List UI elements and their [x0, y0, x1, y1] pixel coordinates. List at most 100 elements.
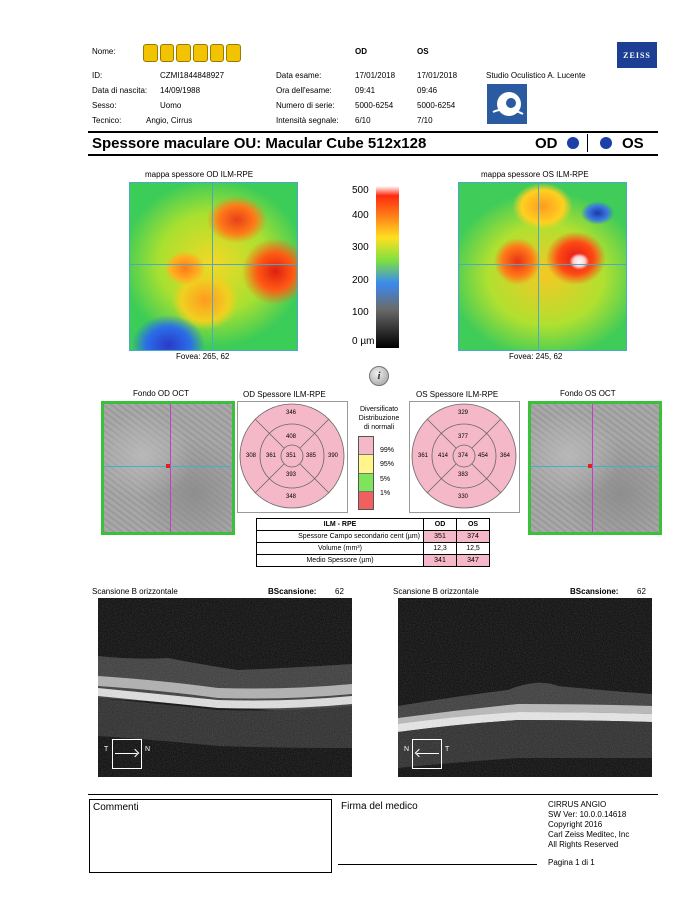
serial-label: Numero di serie: — [276, 101, 335, 110]
norms-legend — [358, 436, 374, 510]
os-exam-time: 09:46 — [417, 86, 438, 95]
table-row: Volume (mm³) 12,3 12,5 — [256, 542, 490, 555]
left-bscan-value: 62 — [335, 587, 344, 596]
os-etdrs-grid — [411, 403, 517, 509]
right-bscan-value: 62 — [637, 587, 646, 596]
os-center: 374 — [458, 453, 469, 459]
od-outer-inferior: 348 — [286, 494, 297, 500]
left-bscan-label: BScansione: — [268, 587, 317, 596]
thickness-color-scale — [376, 186, 399, 348]
od-signal: 6/10 — [355, 116, 371, 125]
od-map-title: mappa spessore OD ILM-RPE — [145, 170, 254, 179]
scale-label-200: 200 — [352, 275, 369, 286]
technician-label: Tecnico: — [92, 116, 122, 125]
os-map-title: mappa spessore OS ILM-RPE — [481, 170, 589, 179]
od-etdrs-grid — [239, 403, 345, 509]
norms-title: Diversificato Distribuzione di normali — [358, 406, 400, 431]
os-column-header: OS — [417, 47, 429, 56]
norms-label-5: 5% — [380, 476, 391, 483]
od-etdrs-title: OD Spessore ILM-RPE — [243, 390, 326, 399]
left-bscan-title: Scansione B orizzontale — [92, 587, 178, 596]
ilm-rpe-table: ILM - RPE OD OS Spessore Campo secondari… — [256, 518, 490, 567]
od-exam-time: 09:41 — [355, 86, 376, 95]
od-center: 351 — [286, 453, 297, 459]
table-cell-os: 12,5 — [456, 542, 490, 555]
exam-time-label: Ora dell'esame: — [276, 86, 332, 95]
table-header-cell: ILM - RPE — [256, 518, 424, 531]
name-label: Nome: — [92, 47, 116, 56]
right-bscan-orientation-icon — [412, 739, 442, 769]
od-outer-temporal: 308 — [246, 453, 257, 459]
os-inner-nasal: 414 — [438, 453, 449, 459]
table-row: Medio Spessore (µm) 341 347 — [256, 554, 490, 567]
right-bscan-title: Scansione B orizzontale — [393, 587, 479, 596]
eye-divider — [587, 134, 588, 152]
table-row-label: Spessore Campo secondario cent (µm) — [256, 530, 424, 543]
table-row: Spessore Campo secondario cent (µm) 351 … — [256, 530, 490, 543]
od-serial: 5000-6254 — [355, 101, 394, 110]
title-rule-top — [88, 131, 658, 133]
right-bscan-dir-left: N — [404, 746, 410, 753]
od-outer-nasal: 390 — [328, 453, 339, 459]
company: Carl Zeiss Meditec, Inc — [548, 830, 630, 839]
od-inner-nasal: 385 — [306, 453, 317, 459]
os-etdrs-title: OS Spessore ILM-RPE — [416, 390, 499, 399]
od-eye-dot-icon — [567, 137, 579, 149]
os-exam-date: 17/01/2018 — [417, 71, 458, 80]
right-bscan-dir-right: T — [445, 746, 450, 753]
left-bscan-orientation-icon — [112, 739, 142, 769]
os-serial: 5000-6254 — [417, 101, 456, 110]
od-fundus-image — [101, 401, 235, 535]
os-eye-dot-icon — [600, 137, 612, 149]
od-fovea: Fovea: 265, 62 — [176, 352, 230, 361]
os-etdrs-frame: 329 377 361 414 374 454 364 383 330 — [409, 401, 520, 513]
os-outer-superior: 329 — [458, 410, 469, 416]
scale-label-300: 300 — [352, 242, 369, 253]
signature-label: Firma del medico — [341, 801, 418, 812]
dob-value: 14/09/1988 — [160, 86, 201, 95]
norms-swatch-5 — [359, 473, 373, 492]
sex-label: Sesso: — [92, 101, 117, 110]
redacted-name-stickers — [143, 44, 242, 62]
clinic-name: Studio Oculistico A. Lucente — [486, 71, 586, 80]
dob-label: Data di nascita: — [92, 86, 148, 95]
comments-box[interactable]: Commenti — [89, 799, 332, 873]
od-etdrs-frame: 346 408 308 361 351 385 390 393 348 — [237, 401, 348, 513]
info-icon[interactable]: i — [369, 366, 389, 386]
device-info: CIRRUS ANGIO SW Ver: 10.0.0.14618 Copyri… — [548, 800, 629, 850]
table-cell-od: 351 — [423, 530, 457, 543]
sex-value: Uomo — [160, 101, 182, 110]
table-cell-od: 341 — [423, 554, 457, 567]
right-bscan-label: BScansione: — [570, 587, 619, 596]
od-exam-date: 17/01/2018 — [355, 71, 396, 80]
page-title: Spessore maculare OU: Macular Cube 512x1… — [92, 135, 427, 152]
software-version: SW Ver: 10.0.0.14618 — [548, 810, 627, 819]
clinic-logo — [487, 84, 527, 124]
page-number: Pagina 1 di 1 — [548, 858, 595, 867]
table-cell-os: 347 — [456, 554, 490, 567]
norms-swatch-1 — [359, 491, 373, 509]
table-row-label: Medio Spessore (µm) — [256, 554, 424, 567]
norms-label-99: 99% — [380, 447, 395, 454]
scale-label-500: 500 — [352, 185, 369, 196]
table-header-row: ILM - RPE OD OS — [256, 518, 490, 531]
os-inner-inferior: 383 — [458, 472, 469, 478]
signal-label: Intensità segnale: — [276, 116, 339, 125]
od-inner-superior: 408 — [286, 434, 297, 440]
os-fovea: Fovea: 245, 62 — [509, 352, 563, 361]
scale-label-0: 0 µm — [352, 336, 375, 347]
id-label: ID: — [92, 71, 103, 80]
od-column-header: OD — [355, 47, 367, 56]
table-cell-os: 374 — [456, 530, 490, 543]
os-fundus-image — [528, 401, 662, 535]
norms-swatch-99 — [359, 437, 373, 456]
os-signal: 7/10 — [417, 116, 433, 125]
title-rule-bottom — [88, 154, 658, 156]
od-eye-label: OD — [535, 135, 558, 152]
device-name: CIRRUS ANGIO — [548, 800, 607, 809]
od-fundus-title: Fondo OD OCT — [133, 389, 190, 398]
technician-value: Angio, Cirrus — [146, 116, 193, 125]
id-value: CZMI1844848927 — [160, 71, 225, 80]
exam-date-label: Data esame: — [276, 71, 322, 80]
od-thickness-map — [129, 182, 298, 351]
